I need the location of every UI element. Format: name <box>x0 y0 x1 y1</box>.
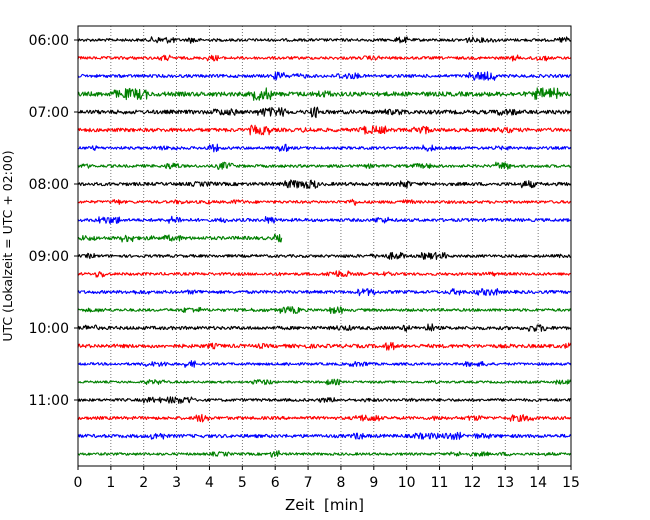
y-tick-label: 09:00 <box>29 249 69 265</box>
x-tick-label: 14 <box>529 475 547 491</box>
trace-0600 <box>77 36 572 44</box>
x-tick-label: 7 <box>304 475 313 491</box>
trace-0730 <box>77 143 572 153</box>
x-tick-label: 15 <box>562 475 580 491</box>
plot-frame <box>77 25 572 467</box>
x-tick-label: 3 <box>172 475 181 491</box>
y-axis-label: UTC (Lokalzeit = UTC + 02:00) <box>0 150 15 341</box>
y-axis-ticks: 06:00 07:00 08:00 09:00 10:00 11:00 <box>29 33 78 409</box>
y-tick-label: 08:00 <box>29 177 69 193</box>
trace-0815 <box>77 198 572 206</box>
y-tick-label: 11:00 <box>29 393 69 409</box>
vertical-grid <box>110 26 539 466</box>
trace-1000 <box>77 323 572 332</box>
trace-0630 <box>77 71 572 81</box>
trace-0845 <box>77 233 283 243</box>
trace-0700 <box>77 106 572 119</box>
trace-0745 <box>77 161 572 170</box>
x-tick-label: 8 <box>336 475 345 491</box>
trace-0945 <box>77 305 572 315</box>
x-tick-label: 12 <box>463 475 481 491</box>
trace-1115 <box>77 413 571 423</box>
x-tick-label: 4 <box>205 475 214 491</box>
x-tick-label: 11 <box>431 475 449 491</box>
trace-0800 <box>77 179 572 189</box>
trace-1045 <box>77 378 572 386</box>
trace-0930 <box>77 287 571 297</box>
trace-0715 <box>77 124 572 136</box>
x-tick-label: 0 <box>74 475 83 491</box>
trace-1130 <box>77 431 572 441</box>
trace-0830 <box>77 215 572 225</box>
trace-1015 <box>77 341 572 351</box>
x-axis-ticks: 0 1 2 3 4 5 6 7 8 9 10 11 12 13 14 15 <box>74 466 580 491</box>
trace-0900 <box>77 251 571 261</box>
trace-0615 <box>77 54 572 62</box>
y-tick-label: 07:00 <box>29 105 69 121</box>
x-tick-label: 5 <box>238 475 247 491</box>
trace-1145 <box>77 450 572 458</box>
trace-0915 <box>77 270 572 278</box>
x-tick-label: 13 <box>496 475 514 491</box>
x-tick-label: 2 <box>139 475 148 491</box>
seismogram-traces <box>77 36 572 458</box>
trace-0645 <box>77 87 572 101</box>
x-tick-label: 6 <box>271 475 280 491</box>
x-tick-label: 9 <box>369 475 378 491</box>
x-tick-label: 1 <box>106 475 115 491</box>
x-tick-label: 10 <box>398 475 416 491</box>
x-axis-label: Zeit [min] <box>285 496 364 514</box>
trace-1030 <box>77 360 572 368</box>
y-tick-label: 10:00 <box>29 321 69 337</box>
trace-1100 <box>77 396 571 404</box>
y-tick-label: 06:00 <box>29 33 69 49</box>
